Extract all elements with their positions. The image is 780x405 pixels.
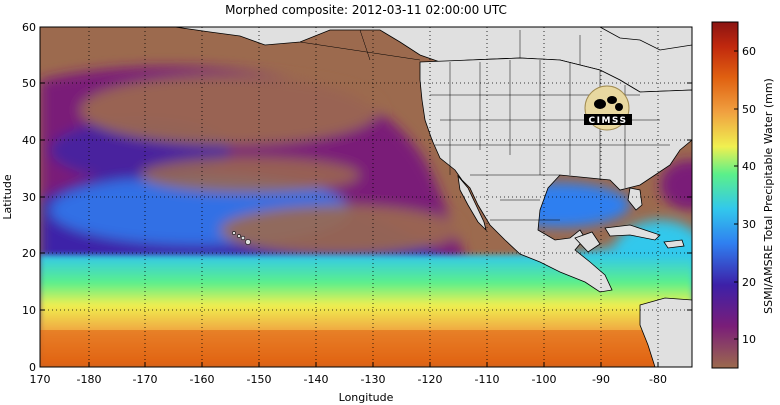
land-yucatan <box>574 231 601 253</box>
x-tick-label: -150 <box>247 373 272 386</box>
x-tick-label: -100 <box>532 373 557 386</box>
colorbar-tick-label: 60 <box>742 45 756 58</box>
x-tick-label: -140 <box>304 373 329 386</box>
political-borders <box>299 29 670 221</box>
y-tick-label: 0 <box>29 361 36 374</box>
y-tick-label: 10 <box>22 304 36 317</box>
x-axis-label: Longitude <box>339 391 394 404</box>
land-florida <box>627 187 643 211</box>
colorbar-label: SSMI/AMSRE Total Precipitable Water (mm) <box>762 78 775 314</box>
x-tick-label: -180 <box>77 373 102 386</box>
x-axis: 170 -180 -170 -160 -150 -140 -130 -120 -… <box>30 362 667 404</box>
hawaiian-islands <box>232 231 251 245</box>
x-tick-label: 170 <box>30 373 51 386</box>
x-tick-label: -130 <box>361 373 386 386</box>
y-tick-label: 50 <box>22 77 36 90</box>
x-tick-label: -80 <box>649 373 667 386</box>
y-tick-label: 60 <box>22 21 36 34</box>
colorbar-tick-label: 10 <box>742 333 756 346</box>
colorbar-tick-label: 20 <box>742 276 756 289</box>
land-south-america <box>639 297 692 367</box>
x-tick-label: -160 <box>190 373 215 386</box>
land-arctic-islands <box>599 27 692 51</box>
land-cuba <box>604 224 661 241</box>
x-tick-label: -120 <box>418 373 443 386</box>
plot-area: CIMSS <box>40 27 692 367</box>
cimss-logo-text: CIMSS <box>589 116 628 126</box>
y-tick-label: 30 <box>22 191 36 204</box>
cimss-logo: CIMSS <box>584 85 632 131</box>
y-axis: 0 10 20 30 40 50 60 Latitude <box>1 21 692 374</box>
map-title: Morphed composite: 2012-03-11 02:00:00 U… <box>225 3 507 17</box>
colorbar-tick-label: 30 <box>742 218 756 231</box>
x-tick-label: -110 <box>475 373 500 386</box>
land-hispaniola <box>663 239 685 249</box>
x-tick-label: -170 <box>133 373 158 386</box>
y-tick-label: 40 <box>22 134 36 147</box>
graticule <box>40 27 692 367</box>
colorbar-tick-label: 50 <box>742 103 756 116</box>
colorbar-gradient <box>711 21 739 369</box>
x-tick-label: -90 <box>592 373 610 386</box>
y-tick-label: 20 <box>22 247 36 260</box>
colorbar: 10 20 30 40 50 60 SSMI/AMSRE Total Preci… <box>711 21 775 369</box>
land-baja-california <box>457 174 487 232</box>
y-axis-label: Latitude <box>1 174 14 220</box>
colorbar-tick-label: 40 <box>742 160 756 173</box>
